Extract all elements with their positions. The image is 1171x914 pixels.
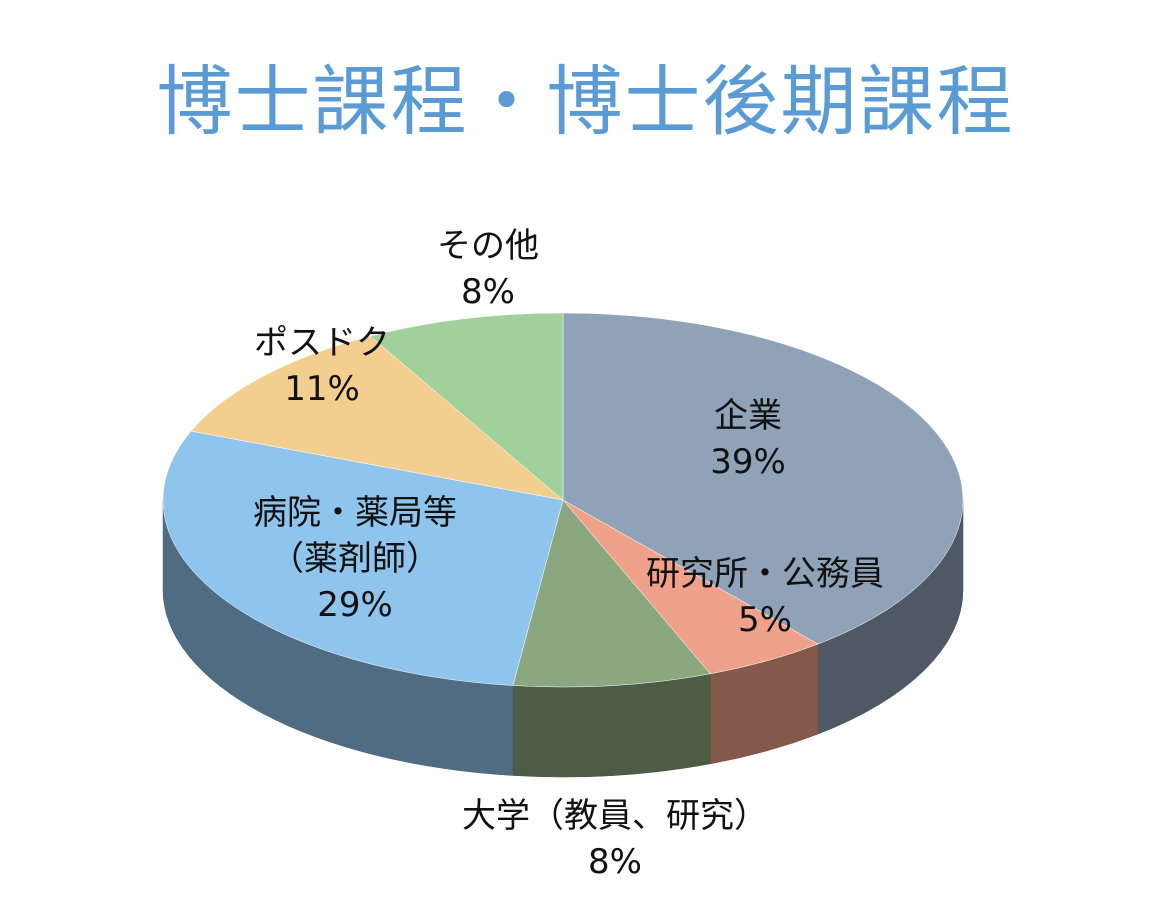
value-label: 39% — [710, 442, 786, 482]
slice-label: その他 8% — [437, 224, 539, 316]
chart-title: 博士課程・博士後期課程 — [156, 57, 1015, 146]
category-label: ポスドク — [254, 323, 390, 364]
pie-slice — [190, 335, 564, 501]
pie-slice — [512, 499, 711, 688]
slice-label: ポスドク 11% — [254, 321, 390, 413]
slice-label: 大学（教員、研究） 8% — [462, 794, 768, 886]
value-label: 8% — [461, 272, 515, 312]
value-label: 11% — [284, 369, 360, 409]
category-label: 研究所・公務員 — [646, 554, 884, 595]
pie-slice — [562, 312, 964, 645]
slice-label: 病院・薬局等 （薬剤師） 29% — [253, 491, 457, 629]
category-label: 病院・薬局等 （薬剤師） — [253, 493, 457, 580]
category-label: 企業 — [713, 396, 782, 437]
pie-side — [512, 673, 711, 778]
value-label: 29% — [317, 584, 393, 625]
category-label: 大学（教員、研究） — [462, 796, 768, 837]
value-label: 5% — [738, 600, 792, 640]
slice-label: 研究所・公務員 5% — [646, 552, 884, 644]
slice-label: 企業 39% — [710, 394, 786, 486]
pie-slice — [162, 430, 564, 686]
value-label: 8% — [588, 842, 642, 882]
pie-slice — [369, 312, 564, 501]
category-label: その他 — [437, 226, 539, 267]
